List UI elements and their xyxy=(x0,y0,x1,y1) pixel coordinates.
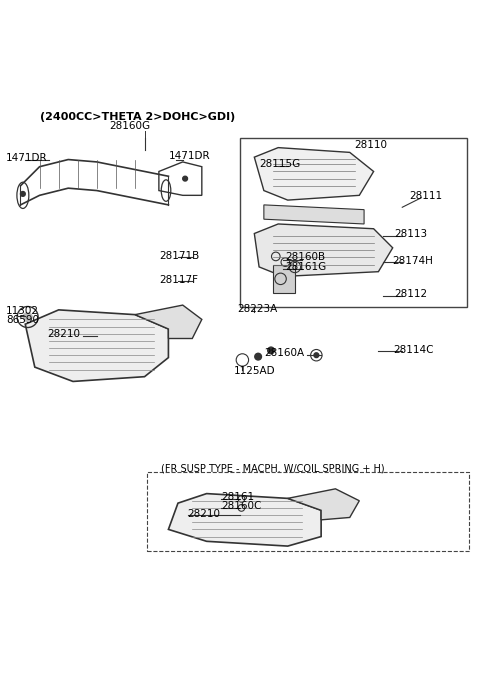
Text: 28110: 28110 xyxy=(355,140,387,150)
Text: 28160C: 28160C xyxy=(221,502,261,512)
Polygon shape xyxy=(264,205,364,224)
Text: 1471DR: 1471DR xyxy=(6,152,48,162)
Text: 28114C: 28114C xyxy=(393,345,434,355)
Polygon shape xyxy=(135,305,202,338)
Text: 28160G: 28160G xyxy=(109,121,151,131)
Text: 86590: 86590 xyxy=(6,315,39,326)
Text: 28112: 28112 xyxy=(394,289,427,299)
Text: 28161: 28161 xyxy=(221,492,254,502)
Circle shape xyxy=(183,176,188,181)
Text: 1125AD: 1125AD xyxy=(234,366,276,376)
Text: 28111: 28111 xyxy=(409,192,443,201)
Text: 28210: 28210 xyxy=(188,508,220,519)
Text: 28115G: 28115G xyxy=(259,159,300,169)
Text: 28160B: 28160B xyxy=(285,253,325,263)
Bar xyxy=(274,265,295,293)
Bar xyxy=(147,472,469,551)
Polygon shape xyxy=(168,494,321,546)
Text: 28174H: 28174H xyxy=(392,256,432,265)
Polygon shape xyxy=(25,310,168,381)
Polygon shape xyxy=(288,489,360,520)
Text: 28171B: 28171B xyxy=(159,251,199,261)
Bar xyxy=(240,138,467,307)
Text: (FR SUSP TYPE - MACPH. W/COIL SPRING + H): (FR SUSP TYPE - MACPH. W/COIL SPRING + H… xyxy=(161,463,385,473)
Circle shape xyxy=(314,353,319,357)
Text: 28160A: 28160A xyxy=(264,348,304,358)
Text: 28117F: 28117F xyxy=(159,275,198,285)
Circle shape xyxy=(23,312,33,322)
Text: (2400CC>THETA 2>DOHC>GDI): (2400CC>THETA 2>DOHC>GDI) xyxy=(39,112,235,122)
Text: 11302: 11302 xyxy=(6,306,39,316)
Polygon shape xyxy=(254,224,393,276)
Circle shape xyxy=(255,353,262,360)
Text: 1471DR: 1471DR xyxy=(168,151,210,161)
Polygon shape xyxy=(254,148,373,200)
Text: 28210: 28210 xyxy=(47,329,80,339)
Circle shape xyxy=(268,347,275,354)
Circle shape xyxy=(21,192,25,196)
Text: 28223A: 28223A xyxy=(238,304,278,314)
Text: 28113: 28113 xyxy=(394,230,427,240)
Text: 28161G: 28161G xyxy=(285,262,326,272)
